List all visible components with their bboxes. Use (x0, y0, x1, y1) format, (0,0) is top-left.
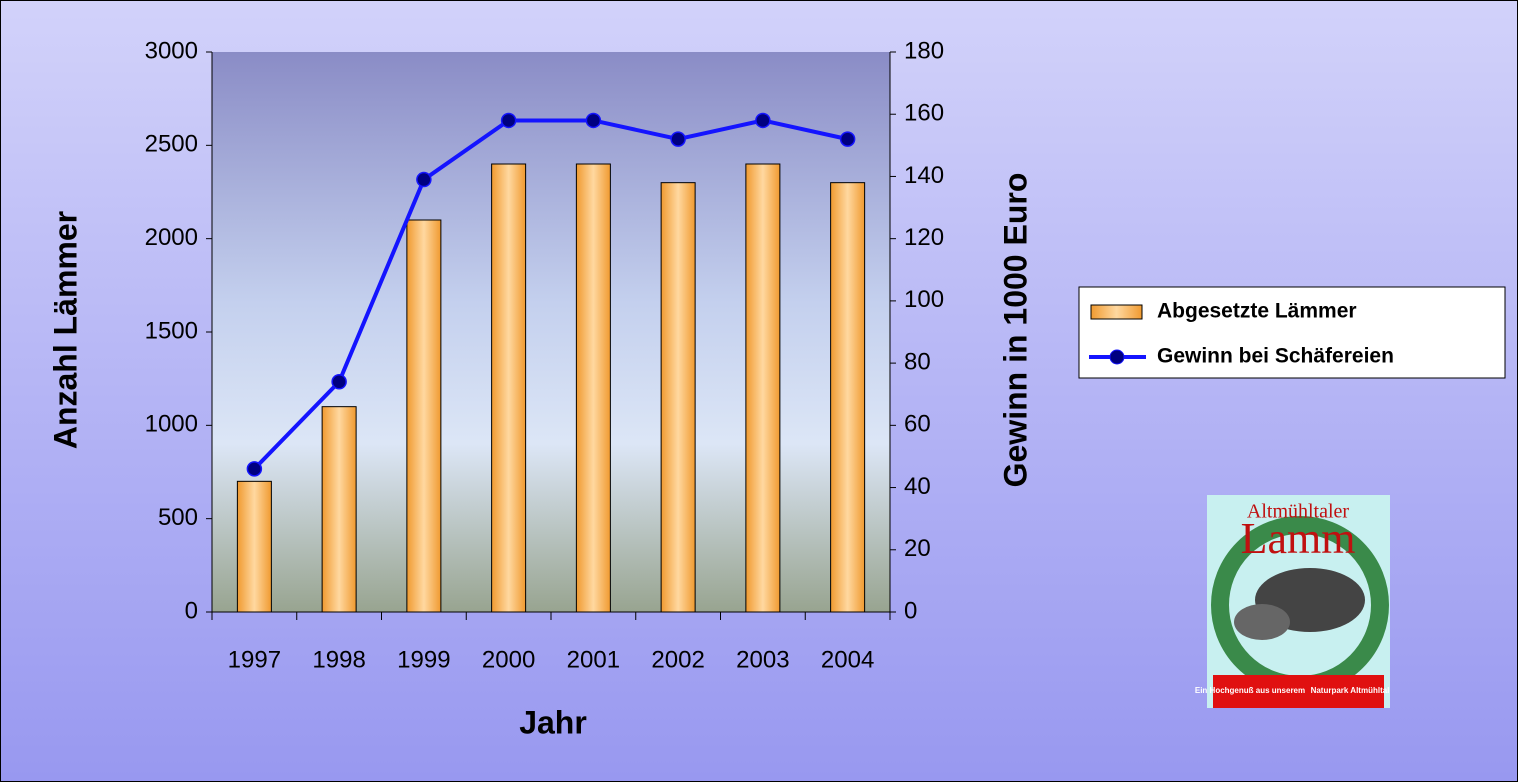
bar (491, 163, 527, 613)
bar (575, 163, 611, 613)
bar (236, 480, 272, 613)
y-tick-label: 500 (158, 504, 198, 531)
legend-swatch (1090, 304, 1143, 320)
logo: Altmühltaler Lamm Ein Hochgenuß aus unse… (1195, 495, 1390, 708)
y2-tick-label: 140 (904, 162, 944, 189)
marker (331, 374, 347, 390)
y-axis-title: Anzahl Lämmer (47, 211, 83, 449)
y-tick-label: 2500 (145, 131, 198, 158)
x-tick-label: 2001 (567, 646, 620, 673)
logo-tag: Naturpark Altmühltal (1311, 686, 1390, 695)
y-tick-label: 3000 (145, 37, 198, 64)
y-tick-label: 1500 (145, 317, 198, 344)
x-tick-label: 1998 (312, 646, 365, 673)
y2-tick-label: 20 (904, 535, 931, 562)
legend-marker (1109, 349, 1125, 365)
bar (321, 406, 357, 613)
x-tick-label: 2004 (821, 646, 874, 673)
y-tick-label: 0 (185, 597, 198, 624)
marker (500, 112, 517, 129)
logo-main: Lamm (1241, 514, 1356, 563)
marker (585, 112, 602, 129)
y2-tick-label: 0 (904, 597, 917, 624)
bar (745, 163, 781, 613)
bar (830, 182, 866, 613)
logo-tag: Ein Hochgenuß aus unserem (1195, 686, 1305, 695)
y2-tick-label: 80 (904, 348, 931, 375)
marker (246, 461, 263, 477)
marker (755, 112, 771, 129)
x-tick-label: 1999 (397, 646, 450, 673)
x-tick-label: 2003 (736, 646, 789, 673)
y2-tick-label: 100 (904, 286, 944, 313)
marker (839, 131, 856, 147)
y2-tick-label: 60 (904, 411, 931, 438)
x-tick-label: 2000 (482, 646, 535, 673)
y2-tick-label: 120 (904, 224, 944, 251)
y-tick-label: 1000 (145, 411, 198, 438)
y2-tick-label: 160 (904, 100, 944, 127)
legend-label: Abgesetzte Lämmer (1157, 300, 1357, 323)
marker (416, 171, 432, 188)
logo-top: Altmühltaler (1247, 501, 1350, 523)
y2-tick-label: 180 (904, 37, 944, 64)
bar (406, 219, 442, 613)
y2-tick-label: 40 (904, 473, 931, 500)
x-tick-label: 2002 (651, 646, 704, 673)
logo-lamb (1234, 604, 1290, 640)
marker (670, 131, 686, 147)
y-tick-label: 2000 (145, 224, 198, 251)
y2-axis-title: Gewinn in 1000 Euro (997, 173, 1033, 488)
logo-band (1213, 675, 1384, 708)
line (252, 118, 849, 471)
x-tick-label: 1997 (228, 646, 281, 673)
x-axis-title: Jahr (519, 704, 587, 740)
legend-label: Gewinn bei Schäfereien (1157, 345, 1394, 368)
plot-area (212, 52, 890, 612)
legend (1078, 286, 1506, 379)
bar (660, 182, 696, 613)
